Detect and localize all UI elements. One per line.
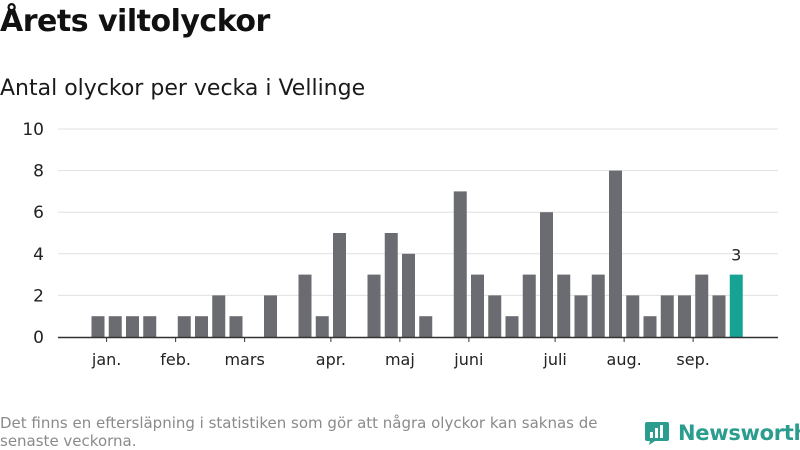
bar bbox=[540, 212, 553, 337]
bar bbox=[453, 191, 467, 337]
bar bbox=[315, 316, 329, 337]
bar bbox=[177, 316, 191, 337]
bar-chart: 0 2 4 6 8 10 3 jan. feb. mars apr. maj juni juli aug. s… bbox=[22, 120, 778, 369]
y-tick-label: 2 bbox=[33, 286, 44, 306]
y-tick-label: 0 bbox=[33, 328, 44, 348]
highlight-data-label: 3 bbox=[731, 246, 741, 265]
x-tick-label: maj bbox=[385, 350, 415, 369]
bar bbox=[660, 295, 674, 337]
bar bbox=[609, 170, 622, 337]
y-tick-label: 6 bbox=[33, 203, 44, 223]
x-tick-label: jan. bbox=[91, 350, 121, 369]
bar bbox=[626, 295, 640, 337]
brand-name: Newsworthy bbox=[678, 421, 800, 445]
bar-highlight bbox=[729, 274, 743, 337]
y-tick-label: 4 bbox=[33, 245, 44, 265]
bar bbox=[212, 295, 226, 337]
bar bbox=[367, 274, 381, 337]
chart-title: Årets viltolyckor bbox=[0, 4, 270, 39]
x-tick-label: apr. bbox=[316, 350, 346, 369]
bar bbox=[384, 233, 398, 337]
bar bbox=[574, 295, 588, 337]
bar bbox=[643, 316, 657, 337]
y-tick-label: 10 bbox=[22, 120, 44, 140]
bar bbox=[143, 316, 157, 337]
footnote: Det finns en eftersläpning i statistiken… bbox=[0, 414, 598, 450]
bar bbox=[229, 316, 243, 337]
bar bbox=[264, 295, 277, 337]
bar bbox=[108, 316, 122, 337]
x-tick-label: aug. bbox=[607, 350, 642, 369]
x-tick-label: juli bbox=[542, 350, 566, 369]
bar bbox=[195, 316, 208, 337]
bar bbox=[591, 274, 605, 337]
bar bbox=[419, 316, 433, 337]
bar bbox=[712, 295, 726, 337]
bar bbox=[298, 274, 312, 337]
x-tick-label: feb. bbox=[160, 350, 191, 369]
bar-chart-logo-icon bbox=[645, 422, 669, 445]
bar bbox=[333, 233, 346, 337]
x-tick-label: sep. bbox=[676, 350, 709, 369]
bar bbox=[488, 295, 502, 337]
bar bbox=[91, 316, 105, 337]
chart-subtitle: Antal olyckor per vecka i Vellinge bbox=[0, 76, 366, 101]
x-tick-label: mars bbox=[224, 350, 264, 369]
bar bbox=[678, 295, 691, 337]
bar bbox=[522, 274, 536, 337]
bar bbox=[471, 274, 484, 337]
bar bbox=[695, 274, 709, 337]
bar bbox=[557, 274, 571, 337]
y-tick-label: 8 bbox=[33, 162, 44, 182]
bar bbox=[505, 316, 519, 337]
x-tick-label: juni bbox=[453, 350, 483, 369]
brand-logo: Newsworthy bbox=[644, 420, 800, 446]
bar bbox=[126, 316, 139, 337]
bar bbox=[402, 253, 415, 337]
